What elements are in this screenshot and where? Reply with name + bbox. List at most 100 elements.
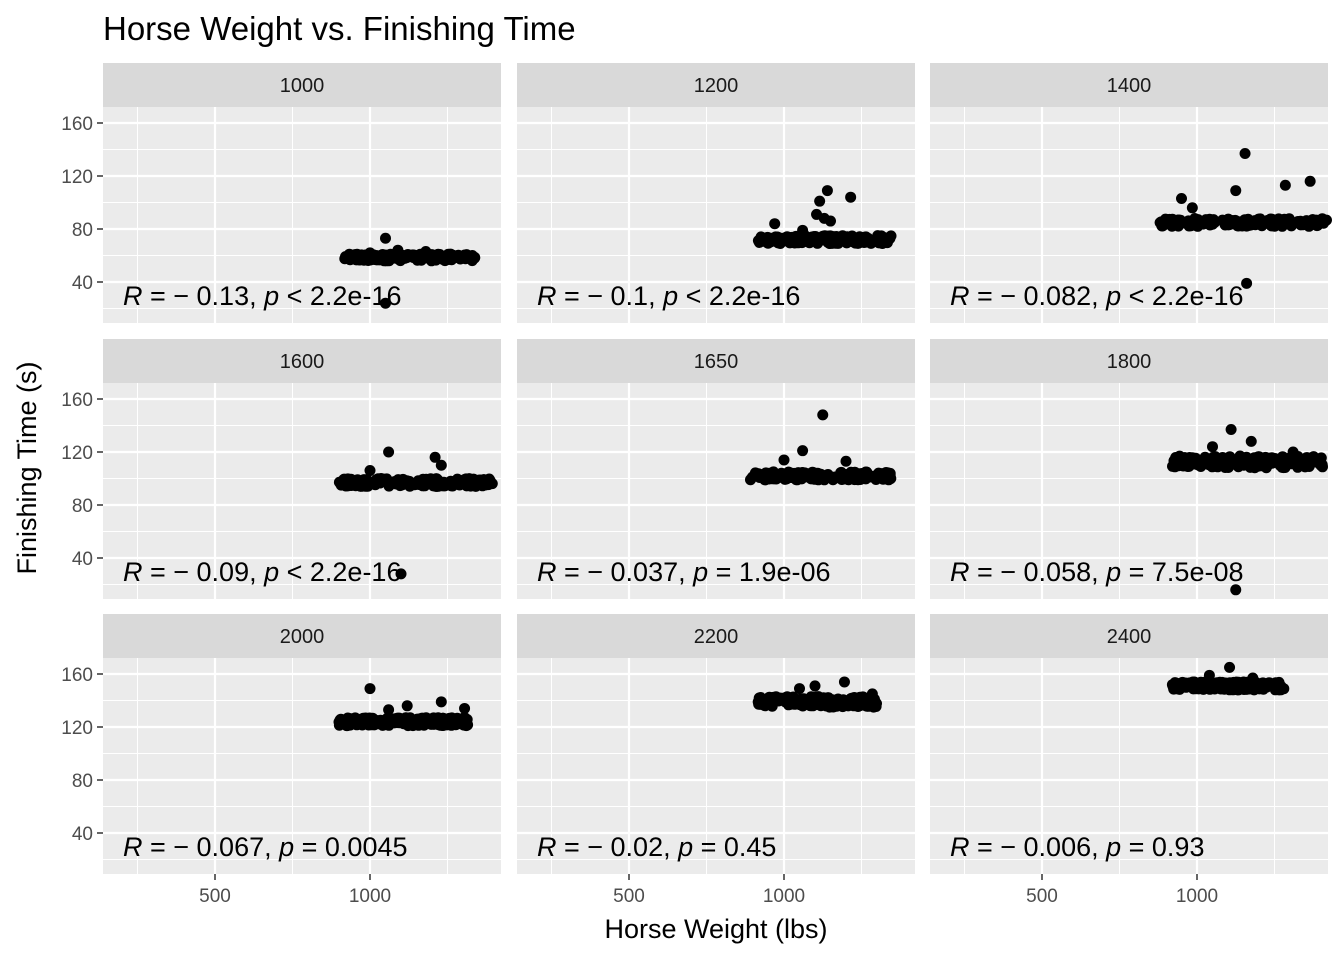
scatter-point (1155, 216, 1167, 228)
scatter-point (851, 233, 863, 245)
scatter-point (753, 235, 765, 247)
facet-strip (103, 339, 501, 383)
point-cloud (1167, 450, 1328, 474)
scatter-point (420, 246, 432, 258)
scatter-point (440, 714, 452, 726)
point-cloud (1154, 213, 1332, 232)
scatter-point (824, 230, 836, 242)
scatter-point (811, 235, 823, 247)
scatter-point (1224, 661, 1236, 673)
facet-strip (930, 63, 1328, 107)
facet-strip-label: 1800 (1107, 351, 1152, 373)
y-tick-label: 40 (72, 273, 93, 294)
point-cloud (333, 712, 474, 732)
scatter-point (1230, 185, 1242, 197)
scatter-point (335, 479, 347, 491)
panel-background (103, 658, 501, 874)
scatter-point (1209, 216, 1221, 228)
scatter-point (461, 480, 473, 492)
scatter-point (1171, 682, 1183, 694)
panel-background (930, 383, 1328, 599)
facet-strip-label: 1000 (280, 75, 325, 97)
correlation-annotation: R = − 0.1, p < 2.2e-16 (537, 281, 800, 311)
scatter-point (832, 700, 844, 712)
correlation-annotation: R = − 0.067, p = 0.0045 (123, 832, 408, 862)
panel-background (517, 107, 915, 323)
scatter-point (800, 234, 812, 246)
scatter-point (397, 473, 409, 485)
facet-panel-1200: 1200 R = − 0.1, p < 2.2e-16 (517, 63, 915, 323)
scatter-point (1299, 461, 1311, 473)
scatter-point (1222, 453, 1234, 465)
scatter-point (435, 459, 447, 471)
facet-strip-label: 1650 (694, 351, 739, 373)
scatter-point (353, 254, 365, 266)
scatter-point (1231, 220, 1243, 232)
correlation-annotation: R = − 0.09, p < 2.2e-16 (123, 557, 401, 587)
panel-background (103, 107, 501, 323)
scatter-point (797, 445, 809, 457)
x-axis-title: Horse Weight (lbs) (604, 914, 827, 944)
scatter-point (362, 479, 374, 491)
correlation-annotation: R = − 0.058, p = 7.5e-08 (950, 557, 1243, 587)
scatter-point (784, 237, 796, 249)
scatter-point (817, 409, 829, 421)
facet-panel-1800: 1800 R = − 0.058, p = 7.5e-08 (930, 339, 1328, 599)
scatter-point (1234, 452, 1246, 464)
scatter-point (1203, 459, 1215, 471)
scatter-point (814, 195, 826, 207)
scatter-point (1241, 277, 1253, 289)
x-tick-label: 500 (613, 886, 645, 907)
scatter-point (364, 465, 376, 477)
correlation-annotation: R = − 0.082, p < 2.2e-16 (950, 281, 1243, 311)
scatter-point (838, 676, 850, 688)
scatter-point (794, 683, 805, 695)
y-tick-label: 80 (72, 771, 93, 792)
scatter-point (1304, 175, 1316, 187)
correlation-annotation: R = − 0.006, p = 0.93 (950, 832, 1204, 862)
facet-strip-label: 1200 (694, 75, 739, 97)
scatter-point (401, 700, 413, 712)
scatter-point (763, 691, 775, 703)
scatter-point (1262, 214, 1274, 226)
y-tick-label: 120 (61, 718, 93, 739)
scatter-point (392, 244, 404, 256)
facet-panel-2200: 2200 R = − 0.02, p = 0.45 500 1000 (517, 614, 915, 907)
scatter-point (1216, 676, 1228, 688)
scatter-point (342, 250, 354, 262)
scatter-point (1230, 584, 1242, 596)
scatter-point (383, 712, 395, 724)
scatter-point (456, 716, 467, 728)
correlation-annotation: R = − 0.02, p = 0.45 (537, 832, 776, 862)
facet-panel-1000: 1000 R = − 0.13, p < 2.2e-16 40 80 120 160 (61, 63, 501, 323)
scatter-point (362, 714, 374, 726)
scatter-point (856, 692, 868, 703)
scatter-point (431, 717, 443, 729)
y-tick-label: 40 (72, 549, 93, 570)
facet-strip (517, 614, 915, 658)
scatter-point (780, 470, 792, 482)
scatter-point (847, 469, 859, 481)
scatter-point (868, 701, 880, 713)
scatter-point (1276, 683, 1288, 695)
scatter-point (407, 252, 419, 263)
scatter-point (404, 713, 416, 724)
scatter-point (1239, 680, 1251, 692)
facet-strip (103, 63, 501, 107)
scatter-point (797, 224, 809, 236)
scatter-point (798, 471, 810, 483)
y-tick-label: 40 (72, 824, 93, 845)
scatter-point (1207, 441, 1218, 453)
scatter-point (1245, 435, 1257, 447)
facet-strip (103, 614, 501, 658)
scatter-point (1226, 681, 1238, 693)
facet-panel-1400: 1400 R = − 0.082, p < 2.2e-16 (930, 63, 1332, 323)
chart-title: Horse Weight vs. Finishing Time (103, 10, 576, 47)
scatter-point (1192, 220, 1204, 232)
scatter-point (364, 683, 376, 695)
scatter-point (383, 704, 395, 716)
point-cloud (1166, 676, 1290, 696)
scatter-point (435, 696, 447, 708)
scatter-point (866, 688, 878, 700)
scatter-point (1168, 454, 1180, 466)
